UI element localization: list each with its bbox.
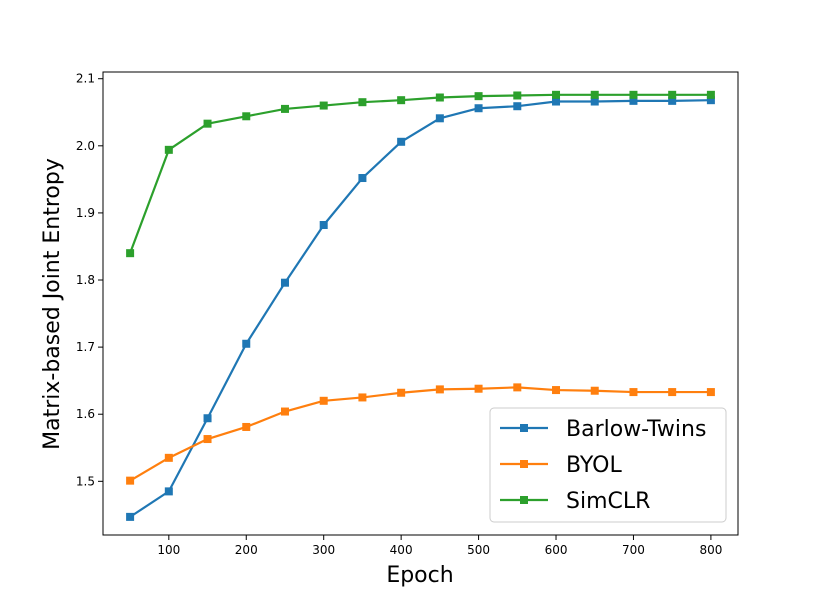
data-point-simclr bbox=[706, 90, 715, 99]
data-point-byol bbox=[280, 407, 289, 416]
data-point-byol bbox=[203, 435, 212, 444]
data-point-barlow-twins bbox=[629, 96, 638, 105]
data-point-barlow-twins bbox=[203, 414, 212, 423]
y-tick-label: 1.6 bbox=[76, 407, 95, 421]
data-point-barlow-twins bbox=[474, 104, 483, 113]
data-point-byol bbox=[126, 476, 135, 485]
legend-label-simclr: SimCLR bbox=[566, 489, 650, 514]
data-point-simclr bbox=[203, 119, 212, 128]
data-point-barlow-twins bbox=[706, 96, 715, 105]
x-tick-label: 100 bbox=[157, 543, 180, 557]
y-tick-label: 2.1 bbox=[76, 72, 95, 86]
x-tick-label: 500 bbox=[467, 543, 490, 557]
x-tick-label: 700 bbox=[622, 543, 645, 557]
data-point-byol bbox=[590, 386, 599, 395]
y-tick-label: 2.0 bbox=[76, 139, 95, 153]
y-axis-ticks: 1.5 1.6 1.7 1.8 1.9 2.0 2.1 bbox=[76, 72, 103, 488]
data-point-simclr bbox=[513, 91, 522, 100]
data-point-barlow-twins bbox=[280, 278, 289, 287]
data-point-barlow-twins bbox=[242, 339, 251, 348]
data-point-simclr bbox=[319, 101, 328, 110]
data-point-barlow-twins bbox=[164, 487, 173, 496]
data-point-byol bbox=[435, 385, 444, 394]
data-point-barlow-twins bbox=[319, 220, 328, 229]
x-tick-label: 200 bbox=[235, 543, 258, 557]
legend-label-barlow-twins: Barlow-Twins bbox=[566, 417, 706, 442]
data-point-barlow-twins bbox=[513, 102, 522, 111]
series-line-barlow-twins bbox=[129, 99, 711, 518]
data-point-simclr bbox=[358, 98, 367, 107]
y-tick-label: 1.8 bbox=[76, 273, 95, 287]
data-point-byol bbox=[552, 386, 561, 395]
data-point-simclr bbox=[242, 112, 251, 121]
data-point-barlow-twins bbox=[668, 96, 677, 105]
legend-label-byol: BYOL bbox=[566, 453, 622, 478]
series-line-byol bbox=[129, 386, 711, 482]
data-point-simclr bbox=[552, 90, 561, 99]
data-point-barlow-twins bbox=[397, 137, 406, 146]
data-point-byol bbox=[319, 396, 328, 405]
data-point-barlow-twins bbox=[126, 512, 135, 521]
legend-marker-barlow-twins bbox=[520, 424, 528, 432]
data-point-barlow-twins bbox=[552, 97, 561, 106]
data-point-barlow-twins bbox=[435, 114, 444, 123]
legend-box bbox=[489, 407, 727, 523]
data-point-simclr bbox=[629, 90, 638, 99]
series-layer bbox=[126, 90, 715, 521]
x-tick-label: 600 bbox=[545, 543, 568, 557]
x-tick-label: 800 bbox=[699, 543, 722, 557]
data-point-simclr bbox=[397, 96, 406, 105]
data-point-simclr bbox=[126, 249, 135, 258]
data-point-barlow-twins bbox=[358, 174, 367, 183]
data-point-simclr bbox=[435, 93, 444, 102]
data-point-barlow-twins bbox=[590, 97, 599, 106]
data-point-byol bbox=[513, 383, 522, 392]
y-axis-label: Matrix-based Joint Entropy bbox=[40, 158, 65, 450]
series-line-simclr bbox=[129, 93, 711, 254]
y-tick-label: 1.9 bbox=[76, 206, 95, 220]
data-point-byol bbox=[706, 388, 715, 397]
data-point-byol bbox=[629, 388, 638, 397]
data-point-byol bbox=[668, 388, 677, 397]
data-point-simclr bbox=[590, 90, 599, 99]
data-point-simclr bbox=[668, 90, 677, 99]
x-axis-label: Epoch bbox=[386, 563, 453, 588]
data-point-simclr bbox=[280, 104, 289, 113]
legend: Barlow-Twins BYOL SimCLR bbox=[489, 407, 727, 523]
x-axis-ticks: 100 200 300 400 500 600 700 800 bbox=[157, 535, 722, 557]
data-point-byol bbox=[164, 453, 173, 462]
data-point-simclr bbox=[164, 145, 173, 154]
y-tick-label: 1.7 bbox=[76, 340, 95, 354]
plot-frame bbox=[102, 71, 739, 536]
x-tick-label: 400 bbox=[390, 543, 413, 557]
data-point-byol bbox=[397, 388, 406, 397]
data-point-byol bbox=[474, 384, 483, 393]
data-point-simclr bbox=[474, 92, 483, 101]
data-point-byol bbox=[242, 422, 251, 431]
legend-marker-simclr bbox=[520, 496, 528, 504]
data-point-byol bbox=[358, 393, 367, 402]
x-tick-label: 300 bbox=[312, 543, 335, 557]
y-tick-label: 1.5 bbox=[76, 474, 95, 488]
legend-marker-byol bbox=[520, 460, 528, 468]
